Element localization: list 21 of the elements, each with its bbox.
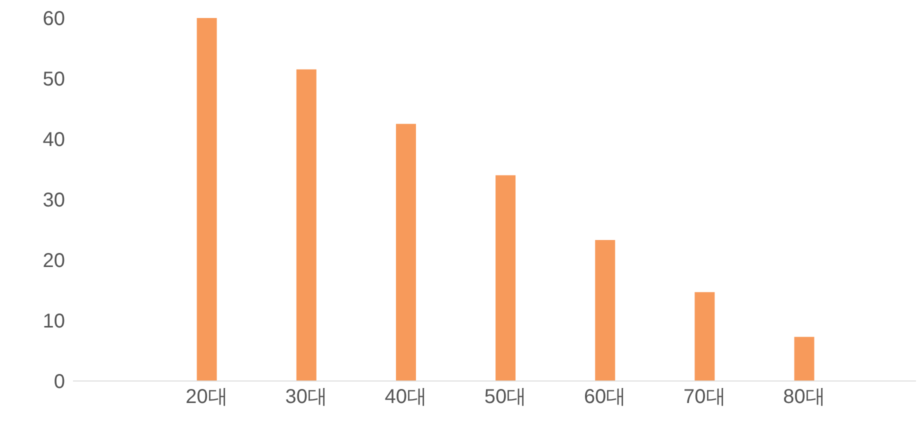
y-tick-label: 30	[42, 190, 65, 212]
x-tick-label: 50대	[484, 386, 527, 408]
bar	[396, 124, 416, 381]
y-tick-label: 60	[42, 8, 65, 30]
x-tick-label: 30대	[285, 386, 328, 408]
x-tick-label: 70대	[684, 386, 726, 408]
bar	[794, 336, 814, 381]
bar	[496, 175, 516, 381]
x-tick-label: 40대	[384, 386, 428, 408]
bar	[296, 69, 316, 381]
x-tick-label: 60대	[584, 386, 626, 408]
bar	[694, 292, 715, 381]
y-tick-label: 10	[42, 310, 65, 333]
bar	[196, 18, 217, 381]
y-tick-label: 50	[42, 68, 65, 91]
y-tick-label: 0	[54, 371, 65, 394]
x-tick-label: 20대	[186, 386, 228, 408]
y-tick-label: 20	[42, 250, 65, 272]
y-tick-label: 40	[42, 129, 65, 152]
x-tick-label: 80대	[783, 386, 826, 408]
bar	[595, 240, 616, 381]
